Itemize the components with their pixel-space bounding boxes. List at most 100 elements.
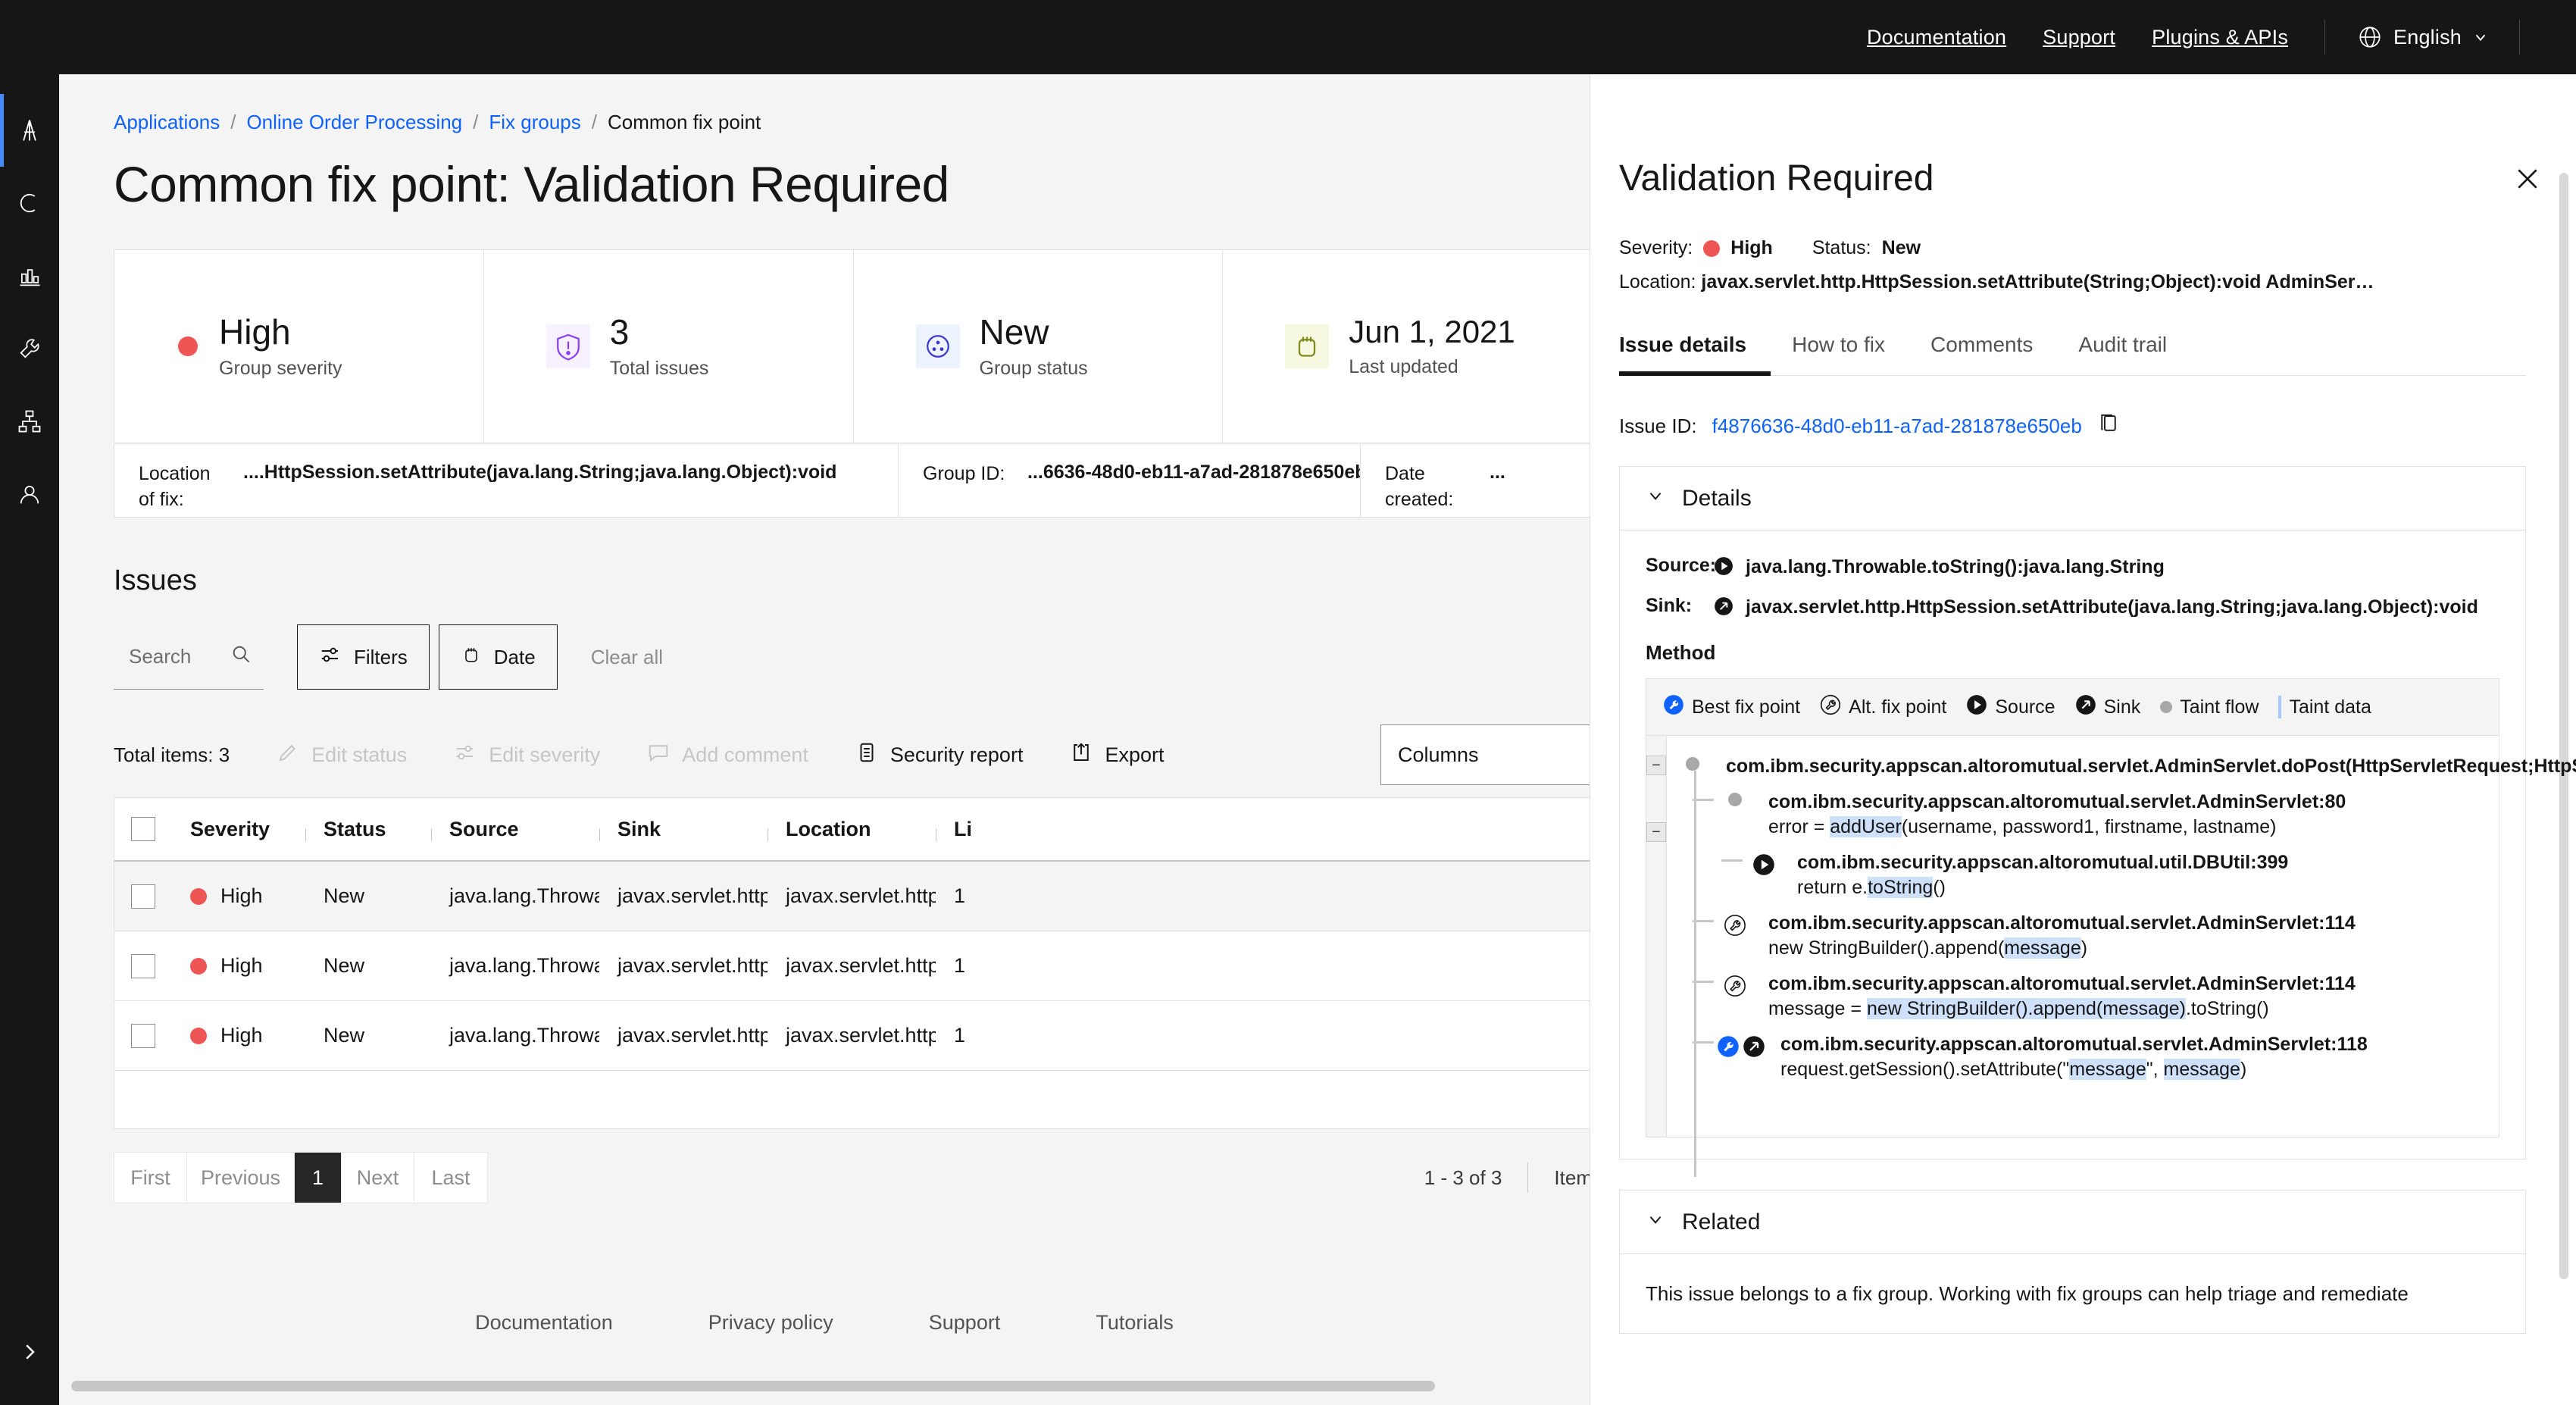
rail-expand-button[interactable] xyxy=(0,1329,59,1375)
status-label: Status: xyxy=(1812,237,1871,258)
cell-location: javax.servlet.http.HttpSession xyxy=(786,884,936,907)
sidebar-item-reports[interactable] xyxy=(0,239,59,312)
header-link-plugins-apis[interactable]: Plugins & APIs xyxy=(2152,25,2289,49)
details-accordion-header[interactable]: Details xyxy=(1620,467,2525,530)
footer: Documentation Privacy policy Support Tut… xyxy=(59,1281,1590,1364)
select-all-checkbox[interactable] xyxy=(114,817,172,841)
summary-cards: High Group severity 3 Total issues xyxy=(114,249,1590,443)
trace-code-highlight: new StringBuilder().append(message) xyxy=(1866,998,2186,1019)
filters-button[interactable]: Filters xyxy=(297,624,430,690)
clear-all-button[interactable]: Clear all xyxy=(590,645,664,668)
sidebar-item-users[interactable] xyxy=(0,458,59,530)
column-header-severity[interactable]: Severity xyxy=(190,817,270,840)
trace-node[interactable]: com.ibm.security.appscan.altoromutual.se… xyxy=(1693,790,2576,840)
pagination-first-button[interactable]: First xyxy=(114,1153,187,1203)
trace-node[interactable]: com.ibm.security.appscan.altoromutual.se… xyxy=(1693,1032,2576,1082)
left-navigation-rail xyxy=(0,74,59,1405)
trace-node[interactable]: com.ibm.security.appscan.altoromutual.se… xyxy=(1693,972,2576,1022)
trace-node[interactable]: com.ibm.security.appscan.altoromutual.se… xyxy=(1671,754,2576,779)
issue-id-value[interactable]: f4876636-48d0-eb11-a7ad-281878e650eb xyxy=(1712,415,2082,437)
collapse-node-button[interactable]: − xyxy=(1646,756,1666,775)
pagination: First Previous 1 Next Last 1 - 3 of 3 It… xyxy=(114,1152,1590,1203)
edit-severity-button[interactable]: Edit severity xyxy=(454,741,600,769)
column-header-line[interactable]: Li xyxy=(936,818,1590,841)
pagination-previous-button[interactable]: Previous xyxy=(187,1153,295,1203)
breadcrumb-separator: / xyxy=(230,111,236,133)
footer-link-documentation[interactable]: Documentation xyxy=(475,1310,613,1334)
column-header-sink[interactable]: Sink xyxy=(599,818,767,841)
calendar-icon xyxy=(461,644,482,671)
add-comment-button[interactable]: Add comment xyxy=(647,741,808,769)
footer-link-tutorials[interactable]: Tutorials xyxy=(1096,1310,1174,1334)
action-label: Security report xyxy=(889,743,1024,766)
sliders-icon xyxy=(454,741,477,769)
language-label: English xyxy=(2393,25,2462,49)
breadcrumb-current: Common fix point xyxy=(607,111,761,133)
panel-scrollbar[interactable] xyxy=(2559,173,2568,1279)
trace-node[interactable]: com.ibm.security.appscan.altoromutual.ut… xyxy=(1721,850,2576,900)
breadcrumb-item-applications[interactable]: Applications xyxy=(114,111,220,133)
card-last-updated: Jun 1, 2021 Last updated xyxy=(1223,250,1590,443)
trace-node[interactable]: com.ibm.security.appscan.altoromutual.se… xyxy=(1693,911,2576,961)
tab-audit-trail[interactable]: Audit trail xyxy=(2078,333,2168,356)
column-header-status[interactable]: Status xyxy=(305,818,431,841)
pagination-items-label: Item xyxy=(1554,1166,1590,1189)
issues-table: Severity Status Source Sink Location Li … xyxy=(114,797,1590,1129)
tab-comments[interactable]: Comments xyxy=(1930,333,2034,356)
details-heading: Details xyxy=(1682,485,1752,511)
cell-status: New xyxy=(324,954,365,977)
source-value: java.lang.Throwable.toString():java.lang… xyxy=(1746,556,2165,577)
edit-status-button[interactable]: Edit status xyxy=(277,741,407,769)
collapse-node-button[interactable]: − xyxy=(1646,822,1666,842)
close-icon[interactable] xyxy=(2512,164,2543,194)
horizontal-scrollbar[interactable] xyxy=(71,1381,1435,1391)
footer-link-privacy-policy[interactable]: Privacy policy xyxy=(708,1310,833,1334)
tab-how-to-fix[interactable]: How to fix xyxy=(1792,333,1886,356)
chevron-down-icon xyxy=(1646,486,1665,512)
row-checkbox[interactable] xyxy=(114,1023,172,1048)
meta-location-of-fix: Location of fix: ....HttpSession.setAttr… xyxy=(114,445,899,517)
footer-link-support[interactable]: Support xyxy=(928,1310,1001,1334)
sidebar-item-scans[interactable] xyxy=(0,167,59,239)
column-header-location[interactable]: Location xyxy=(767,818,936,841)
trace-frame: com.ibm.security.appscan.altoromutual.se… xyxy=(1768,912,2356,934)
sink-value: javax.servlet.http.HttpSession.setAttrib… xyxy=(1746,596,2478,618)
cell-source: java.lang.Throwable.toString( xyxy=(449,884,599,907)
trace-code-highlight: toString xyxy=(1868,877,1934,898)
legend-sink: Sink xyxy=(2075,694,2140,721)
table-row[interactable]: High New java.lang.Throwable.toString( j… xyxy=(114,1001,1590,1071)
export-button[interactable]: Export xyxy=(1070,741,1165,769)
panel-severity-status: Severity: High Status: New xyxy=(1619,237,2526,259)
column-header-source[interactable]: Source xyxy=(431,818,599,841)
language-selector[interactable]: English xyxy=(2357,24,2489,50)
issues-heading: Issues xyxy=(114,565,197,596)
security-report-button[interactable]: Security report xyxy=(855,741,1024,769)
sidebar-item-tools[interactable] xyxy=(0,312,59,385)
severity-label: Severity: xyxy=(1619,237,1693,258)
row-checkbox[interactable] xyxy=(114,953,172,978)
table-row[interactable]: High New java.lang.Throwable.toString( j… xyxy=(114,931,1590,1001)
breadcrumb-item-fix-groups[interactable]: Fix groups xyxy=(489,111,581,133)
pagination-next-button[interactable]: Next xyxy=(342,1153,415,1203)
date-button[interactable]: Date xyxy=(438,624,558,690)
card-value: High xyxy=(219,312,291,352)
tab-issue-details[interactable]: Issue details xyxy=(1619,333,1771,376)
header-link-documentation[interactable]: Documentation xyxy=(1866,25,2007,49)
header-link-support[interactable]: Support xyxy=(2043,25,2116,49)
sidebar-item-integrations[interactable] xyxy=(0,385,59,458)
breadcrumb-separator: / xyxy=(473,111,479,133)
header-divider-2 xyxy=(2519,20,2520,55)
severity-label: High xyxy=(220,954,263,977)
search-input[interactable]: Search xyxy=(114,624,264,690)
row-checkbox[interactable] xyxy=(114,884,172,909)
breadcrumb-item-online-order-processing[interactable]: Online Order Processing xyxy=(246,111,463,133)
pagination-last-button[interactable]: Last xyxy=(414,1153,488,1203)
related-accordion-header[interactable]: Related xyxy=(1620,1191,2525,1254)
source-label: Source: xyxy=(1646,555,1717,576)
columns-select[interactable]: Columns xyxy=(1380,724,1590,785)
table-row[interactable]: High New java.lang.Throwable.toString( j… xyxy=(114,862,1590,931)
legend-taint-data: Taint data xyxy=(2278,696,2371,718)
copy-icon[interactable] xyxy=(2097,412,2120,440)
pagination-page-1-button[interactable]: 1 xyxy=(295,1153,342,1203)
sidebar-item-applications[interactable] xyxy=(0,94,59,167)
